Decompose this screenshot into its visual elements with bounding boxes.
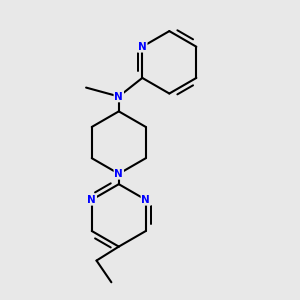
- Text: N: N: [138, 42, 147, 52]
- Text: N: N: [87, 195, 96, 205]
- Text: N: N: [141, 195, 150, 205]
- Text: N: N: [114, 169, 123, 179]
- Text: N: N: [114, 92, 123, 101]
